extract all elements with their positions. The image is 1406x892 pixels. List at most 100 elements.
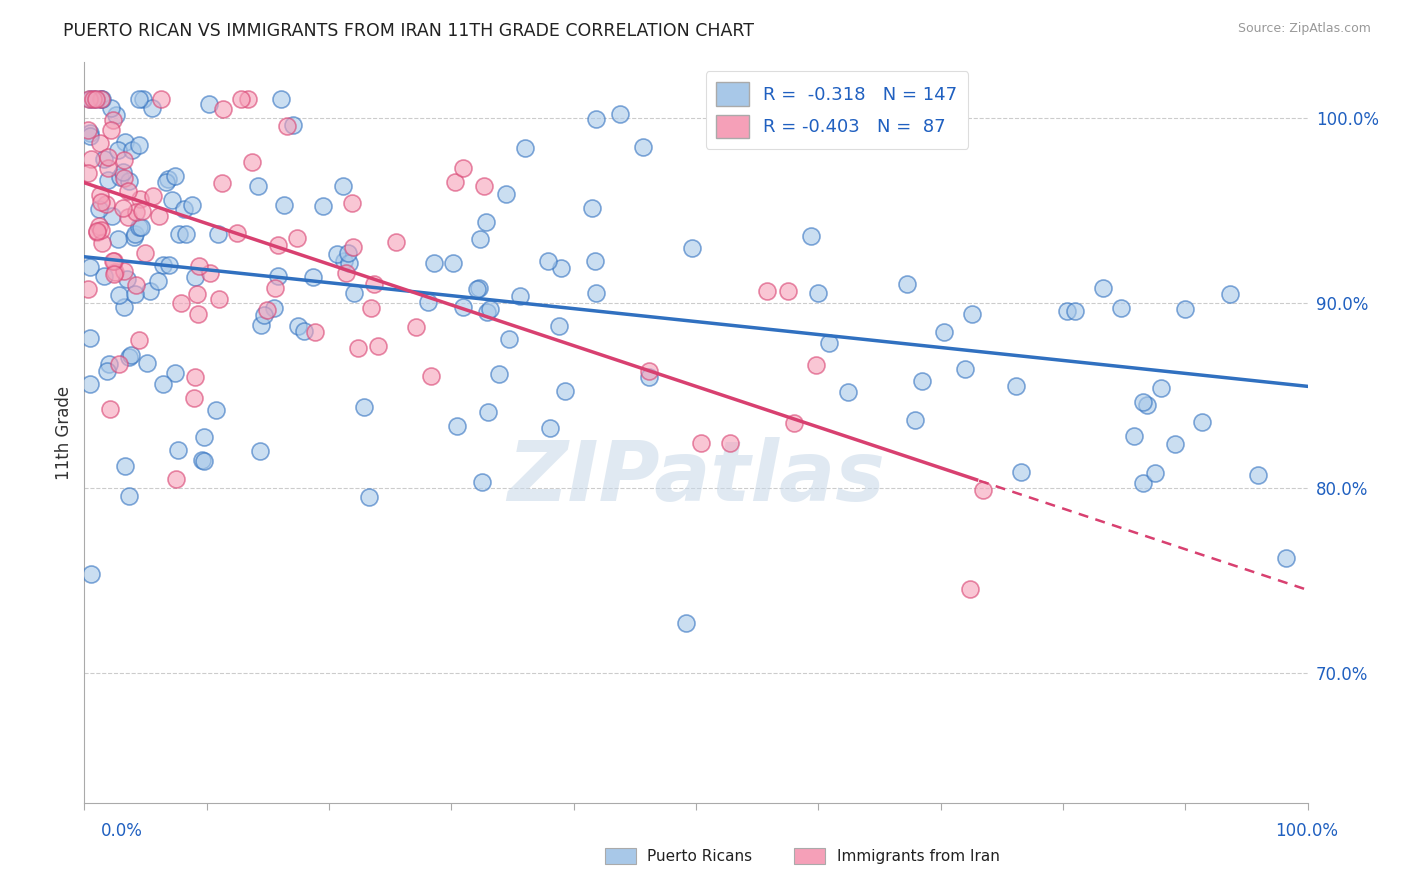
Point	[165, 366, 187, 380]
Point	[112, 264, 135, 278]
Point	[231, 92, 253, 106]
Point	[336, 246, 359, 260]
Point	[93, 269, 115, 284]
Point	[156, 172, 179, 186]
Point	[1174, 301, 1197, 316]
Point	[249, 444, 271, 458]
Point	[97, 151, 120, 165]
Point	[488, 367, 510, 381]
Point	[475, 214, 498, 228]
Point	[173, 202, 195, 216]
Point	[267, 238, 290, 252]
Point	[89, 136, 111, 150]
Point	[124, 287, 146, 301]
Point	[107, 288, 129, 302]
Point	[111, 201, 134, 215]
Point	[98, 357, 121, 371]
Point	[470, 232, 492, 246]
Point	[152, 258, 174, 272]
Point	[100, 122, 122, 136]
Point	[124, 227, 146, 241]
Point	[124, 204, 146, 219]
Point	[423, 255, 446, 269]
Point	[79, 128, 101, 143]
Point	[281, 118, 304, 132]
Point	[103, 267, 125, 281]
Point	[583, 254, 606, 268]
Point	[359, 490, 381, 504]
Point	[353, 400, 375, 414]
Point	[360, 301, 382, 315]
Point	[911, 374, 934, 388]
Point	[104, 265, 127, 279]
Point	[135, 356, 157, 370]
Point	[263, 301, 285, 315]
Point	[495, 187, 517, 202]
Point	[1150, 381, 1173, 395]
Point	[107, 144, 129, 158]
Point	[342, 196, 364, 211]
Point	[96, 197, 118, 211]
Point	[972, 483, 994, 498]
Point	[208, 292, 231, 306]
Point	[1191, 415, 1213, 429]
Point	[114, 458, 136, 473]
Point	[1091, 281, 1114, 295]
Point	[904, 413, 927, 427]
Point	[205, 402, 228, 417]
Point	[441, 256, 464, 270]
Point	[115, 272, 138, 286]
Point	[1219, 287, 1241, 301]
Point	[312, 199, 335, 213]
Point	[332, 254, 354, 268]
Point	[515, 141, 537, 155]
Point	[1136, 398, 1159, 412]
Point	[1109, 301, 1132, 315]
Point	[86, 225, 108, 239]
Point	[337, 256, 360, 270]
Point	[166, 442, 188, 457]
Point	[207, 227, 229, 242]
Point	[120, 348, 142, 362]
Point	[720, 435, 742, 450]
Point	[301, 269, 323, 284]
Point	[112, 301, 135, 315]
Point	[128, 333, 150, 347]
Point	[97, 161, 120, 175]
Point	[498, 332, 520, 346]
Point	[367, 339, 389, 353]
Point	[637, 364, 659, 378]
Point	[550, 260, 572, 275]
Point	[100, 101, 122, 115]
Point	[240, 155, 263, 169]
Point	[128, 219, 150, 234]
Point	[184, 369, 207, 384]
Point	[91, 92, 114, 106]
Point	[1164, 437, 1187, 451]
Point	[187, 259, 209, 273]
Point	[98, 402, 121, 417]
Point	[800, 229, 823, 244]
Point	[77, 166, 100, 180]
Point	[294, 324, 316, 338]
Point	[276, 119, 298, 133]
Point	[187, 307, 209, 321]
Point	[783, 416, 806, 430]
Point	[837, 385, 859, 400]
Point	[385, 235, 408, 249]
Point	[326, 246, 349, 260]
Point	[675, 616, 697, 631]
Point	[960, 307, 983, 321]
Point	[139, 285, 162, 299]
Point	[183, 391, 205, 405]
Point	[681, 241, 703, 255]
Point	[804, 358, 827, 372]
Point	[148, 274, 170, 288]
Point	[446, 419, 468, 434]
Point	[101, 209, 124, 223]
Point	[108, 170, 131, 185]
Point	[200, 266, 222, 280]
Point	[467, 281, 489, 295]
Point	[129, 219, 152, 234]
Point	[347, 341, 370, 355]
